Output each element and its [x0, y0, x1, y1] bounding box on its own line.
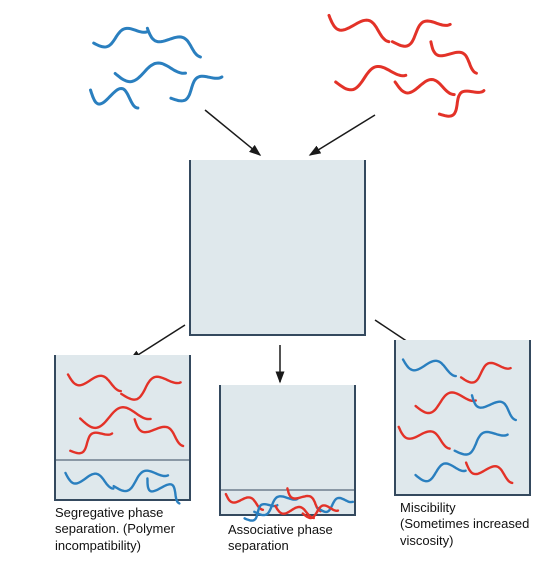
- polymer-mixing-diagram: [0, 0, 557, 585]
- caption-line: separation: [228, 538, 289, 553]
- caption-segregative: Segregative phase separation. (Polymer i…: [55, 505, 205, 554]
- caption-line: separation. (Polymer: [55, 521, 175, 536]
- caption-line: incompatibility): [55, 538, 141, 553]
- caption-line: Segregative phase: [55, 505, 163, 520]
- caption-line: (Sometimes increased: [400, 516, 529, 531]
- caption-line: viscosity): [400, 533, 453, 548]
- caption-line: Miscibility: [400, 500, 456, 515]
- caption-miscibility: Miscibility (Sometimes increased viscosi…: [400, 500, 550, 549]
- caption-line: Associative phase: [228, 522, 333, 537]
- caption-associative: Associative phase separation: [228, 522, 368, 555]
